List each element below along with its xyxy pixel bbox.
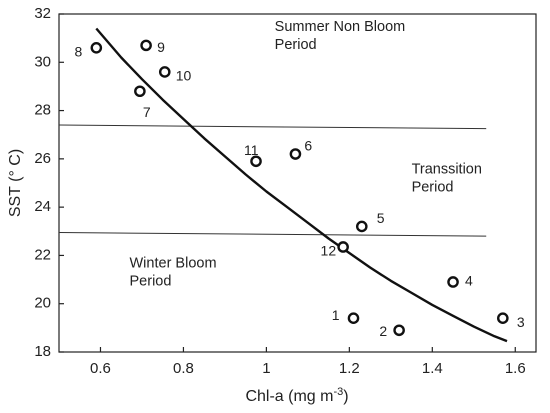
point-label-11: 11 xyxy=(244,142,259,158)
y-tick-label: 28 xyxy=(34,102,51,119)
x-axis-label-close: ) xyxy=(343,388,348,405)
y-tick-label: 20 xyxy=(34,295,51,312)
y-tick-label: 30 xyxy=(34,53,51,70)
data-point-3 xyxy=(497,312,509,325)
data-point-5 xyxy=(355,220,368,233)
y-tick-label: 32 xyxy=(34,5,51,22)
data-point-6 xyxy=(289,148,302,160)
annotation-3-line-2: Period xyxy=(130,274,172,290)
data-point-8 xyxy=(90,42,103,54)
y-axis-ticks: 18 20 22 24 26 28 30 32 xyxy=(34,5,64,360)
y-tick-label: 26 xyxy=(34,150,51,167)
data-point-10 xyxy=(158,66,171,78)
x-axis-ticks: 0.6 0.8 1 1.2 1.4 1.6 xyxy=(90,347,526,377)
x-tick-label: 0.6 xyxy=(90,360,111,377)
x-tick-label: 0.8 xyxy=(173,360,194,377)
data-point-1 xyxy=(347,312,360,325)
reference-lines xyxy=(58,124,487,237)
x-axis-label-sup: -3 xyxy=(333,386,343,398)
y-axis-label: SST (° C) xyxy=(7,149,24,217)
plot-area-frame xyxy=(58,13,537,353)
fit-curve xyxy=(95,27,508,343)
x-tick-label: 1 xyxy=(262,360,270,377)
annotation-1: Summer Non Bloom Period xyxy=(275,19,406,53)
point-label-1: 1 xyxy=(332,307,340,323)
point-label-9: 9 xyxy=(157,39,165,55)
annotation-1-line-2: Period xyxy=(275,37,317,53)
x-tick-label: 1.6 xyxy=(505,360,526,377)
point-label-7: 7 xyxy=(143,104,151,120)
data-point-2 xyxy=(393,324,405,337)
data-point-12 xyxy=(337,241,349,253)
y-tick-label: 24 xyxy=(34,198,51,215)
reference-line-1 xyxy=(58,124,487,130)
data-points xyxy=(90,39,509,337)
fit-curve-group xyxy=(95,27,508,343)
data-point-9 xyxy=(140,39,152,52)
point-label-2: 2 xyxy=(379,323,387,339)
point-label-4: 4 xyxy=(465,273,473,289)
x-axis-label: Chl-a (mg m-3) xyxy=(245,386,348,405)
point-label-6: 6 xyxy=(304,138,312,154)
point-label-8: 8 xyxy=(75,44,83,60)
x-tick-label: 1.2 xyxy=(339,360,360,377)
annotation-3-line-1: Winter Bloom xyxy=(130,256,217,272)
x-tick-label: 1.4 xyxy=(422,360,443,377)
point-label-10: 10 xyxy=(176,68,192,84)
annotation-1-line-1: Summer Non Bloom xyxy=(275,19,406,35)
point-label-12: 12 xyxy=(321,243,337,259)
point-label-3: 3 xyxy=(517,314,525,330)
data-point-11 xyxy=(250,155,262,168)
data-point-7 xyxy=(134,85,146,98)
annotation-2-line-2: Period xyxy=(412,179,454,195)
x-axis-label-main: Chl-a (mg m xyxy=(245,388,333,405)
annotation-3: Winter Bloom Period xyxy=(130,256,217,290)
data-point-4 xyxy=(447,276,459,288)
y-tick-label: 22 xyxy=(34,246,51,263)
y-tick-label: 18 xyxy=(34,343,51,360)
annotation-2-line-1: Transsition xyxy=(412,161,482,177)
annotation-2: Transsition Period xyxy=(412,161,482,195)
reference-line-2 xyxy=(58,231,487,237)
point-label-5: 5 xyxy=(377,210,385,226)
